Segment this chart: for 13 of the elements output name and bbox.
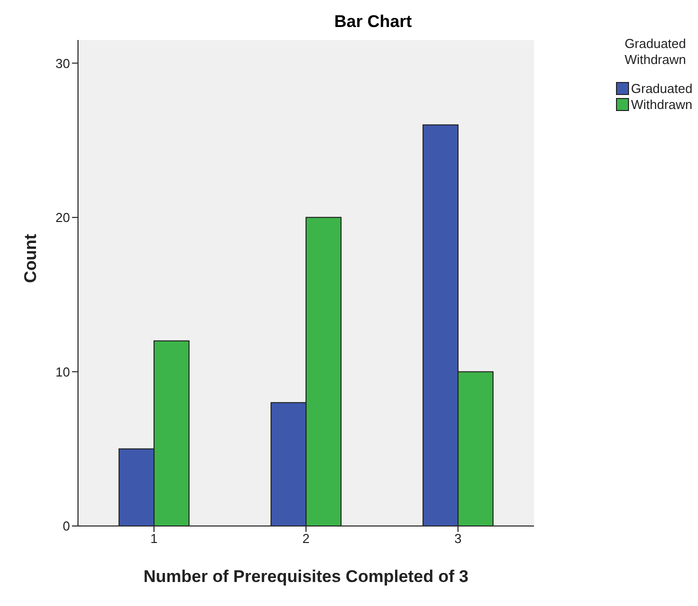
x-tick-label: 3 [454, 531, 462, 546]
y-tick-label: 10 [56, 364, 70, 380]
x-tick-label: 2 [302, 531, 310, 546]
y-tick-label: 30 [56, 56, 70, 71]
chart-title: Bar Chart [333, 11, 413, 33]
legend-label: Graduated [631, 80, 692, 96]
y-axis-title: Count [21, 234, 40, 283]
legend-title: Graduated Withdrawn [624, 36, 686, 68]
y-tick-label: 0 [62, 518, 70, 534]
x-tick-label: 1 [150, 531, 158, 546]
x-axis-title: Number of Prerequisites Completed of 3 [144, 567, 468, 586]
y-tick-label: 20 [56, 210, 70, 226]
legend-label: Withdrawn [631, 96, 692, 112]
